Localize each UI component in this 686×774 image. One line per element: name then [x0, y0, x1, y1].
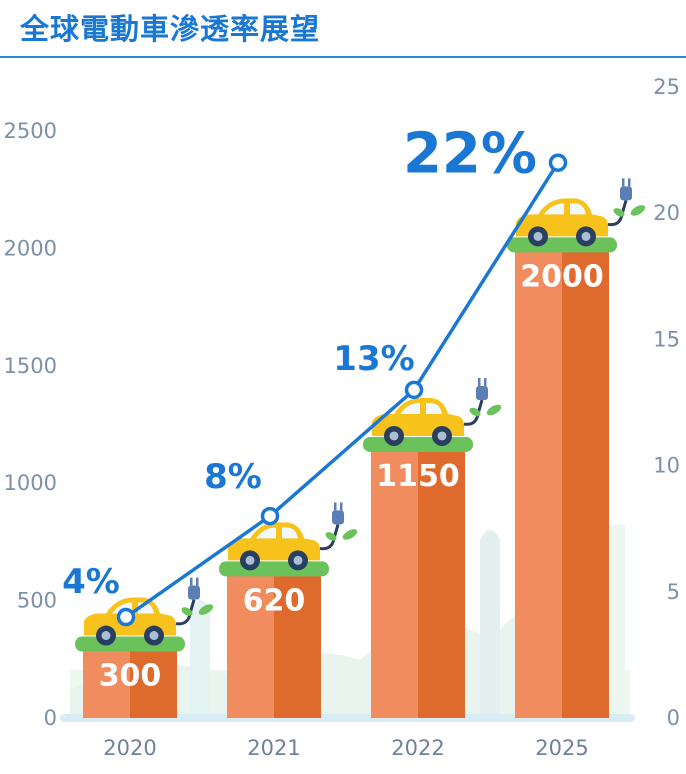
bar-shade: [274, 572, 321, 718]
line-point: [404, 380, 424, 400]
left-axis: 0 500 1000 1500 2000 2500: [4, 119, 57, 730]
right-tick-label: 5: [667, 580, 680, 604]
bar-value-label: 620: [243, 583, 306, 618]
car-icon: [219, 502, 358, 577]
line-path: [124, 161, 560, 619]
line-point: [116, 607, 136, 627]
left-tick-label: 1000: [4, 471, 57, 495]
car-icon: [363, 377, 502, 452]
penetration-line: [116, 153, 568, 627]
bar-shade: [418, 447, 465, 718]
title-underline: [0, 56, 686, 58]
bar: [371, 447, 418, 718]
right-tick-label: 10: [653, 454, 680, 478]
line-value-label: 8%: [204, 457, 262, 497]
bar-shade: [562, 248, 609, 718]
right-tick-label: 20: [653, 201, 680, 225]
left-tick-label: 2000: [4, 236, 57, 260]
right-tick-label: 15: [653, 327, 680, 351]
x-axis: 2020 2021 2022 2025: [103, 736, 588, 760]
ground-strip: [60, 714, 635, 722]
left-tick-label: 500: [17, 589, 57, 613]
line-value-label: 13%: [333, 339, 414, 379]
bars: [83, 248, 609, 718]
bar: [515, 248, 562, 718]
left-tick-label: 0: [44, 706, 57, 730]
bar-value-labels: 300 620 1150 2000: [99, 259, 604, 693]
line-point: [260, 506, 280, 526]
x-tick-label: 2021: [247, 736, 300, 760]
left-tick-label: 2500: [4, 119, 57, 143]
bar: [83, 647, 130, 718]
right-tick-label: 0: [667, 706, 680, 730]
x-tick-label: 2020: [103, 736, 156, 760]
x-tick-label: 2022: [391, 736, 444, 760]
left-tick-label: 1500: [4, 354, 57, 378]
bar-value-label: 300: [99, 659, 162, 694]
car-icon: [507, 178, 646, 253]
line-value-label: 4%: [62, 562, 120, 602]
bar-shade: [130, 647, 177, 718]
x-tick-label: 2025: [535, 736, 588, 760]
bar: [227, 572, 274, 718]
bar-value-label: 2000: [520, 259, 604, 294]
bar-value-label: 1150: [376, 459, 460, 494]
line-point: [548, 153, 568, 172]
chart-title: 全球電動車滲透率展望: [20, 12, 321, 46]
line-value-label: 22%: [403, 122, 537, 187]
line-value-labels: 4% 8% 13% 22%: [62, 122, 537, 602]
right-tick-label: 25: [653, 75, 680, 99]
right-axis: 0 5 10 15 20 25: [653, 75, 680, 730]
